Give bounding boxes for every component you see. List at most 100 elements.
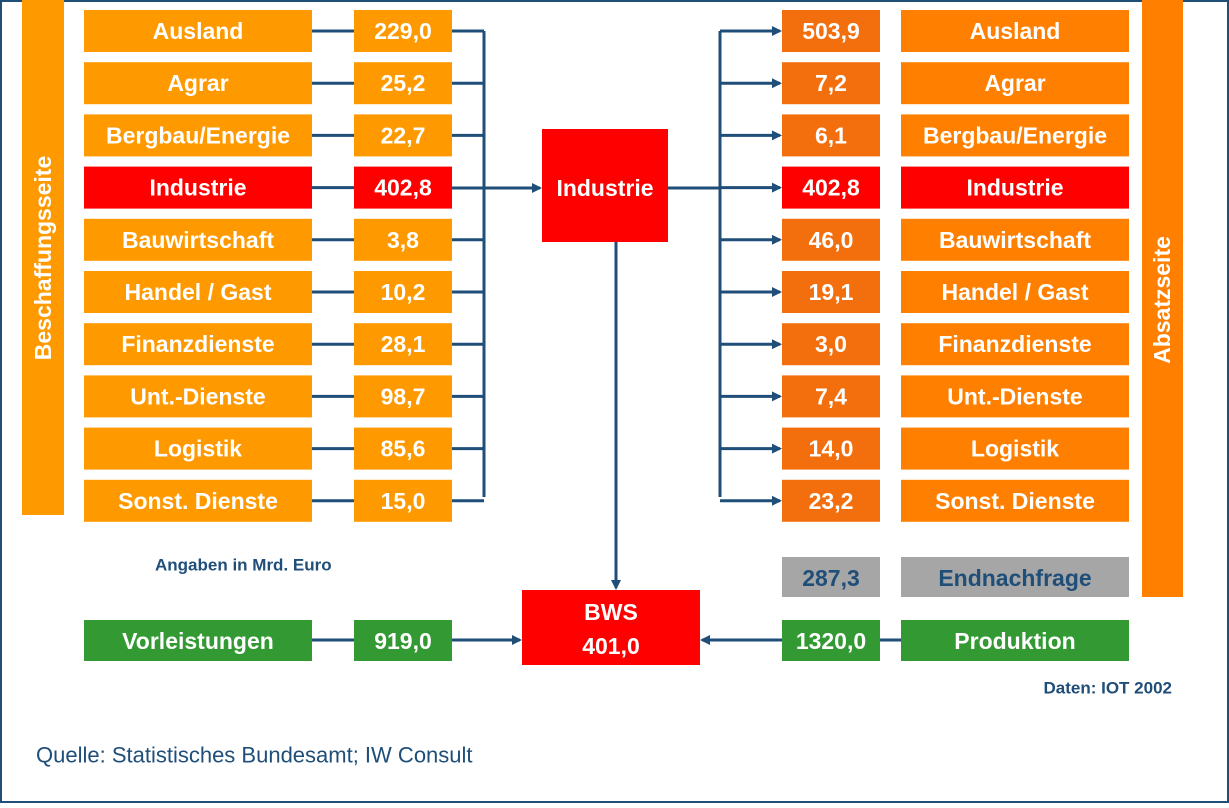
label-box	[901, 323, 1129, 366]
label-box	[84, 271, 312, 313]
value-box	[354, 62, 452, 105]
label: Vorleistungen	[122, 628, 274, 654]
value: 3,8	[387, 227, 419, 253]
label-box	[901, 62, 1129, 105]
value: 402,8	[374, 175, 432, 201]
value: 919,0	[374, 628, 432, 654]
value-box	[782, 114, 880, 157]
side-title: Beschaffungsseite	[30, 156, 56, 361]
value: 46,0	[809, 227, 854, 253]
value: 229,0	[374, 18, 432, 44]
note: Angaben in Mrd. Euro	[155, 556, 332, 575]
value-box	[782, 427, 880, 470]
label: Sonst. Dienste	[935, 488, 1095, 514]
side-bar	[1142, 0, 1183, 597]
label: Bauwirtschaft	[122, 227, 274, 253]
value-box	[354, 375, 452, 418]
label: Finanzdienste	[938, 331, 1091, 357]
value-box	[782, 166, 880, 209]
label: Logistik	[971, 436, 1059, 462]
value: 7,2	[815, 70, 847, 96]
value: 22,7	[381, 122, 426, 148]
value-box	[354, 479, 452, 522]
data-note: Daten: IOT 2002	[1044, 679, 1173, 698]
value-box	[782, 10, 880, 52]
center-box	[542, 129, 668, 242]
center-label: Industrie	[556, 175, 653, 201]
value-box	[782, 218, 880, 261]
value: 23,2	[809, 488, 854, 514]
label-box	[84, 218, 312, 261]
label-box	[901, 479, 1129, 522]
value: 98,7	[381, 383, 426, 409]
source: Quelle: Statistisches Bundesamt; IW Cons…	[36, 743, 473, 768]
label: Unt.-Dienste	[130, 383, 265, 409]
label: Agrar	[167, 70, 228, 96]
label: Agrar	[984, 70, 1045, 96]
value-box	[354, 114, 452, 157]
label-box	[84, 323, 312, 366]
side-title: Absatzseite	[1149, 236, 1175, 364]
label-box	[901, 218, 1129, 261]
label: Logistik	[154, 436, 242, 462]
label-box	[84, 427, 312, 470]
value: 287,3	[802, 565, 860, 591]
value-box	[782, 62, 880, 105]
side-bar	[22, 0, 64, 515]
label: Bergbau/Energie	[923, 122, 1107, 148]
label: Bergbau/Energie	[106, 122, 290, 148]
label: Unt.-Dienste	[947, 383, 1082, 409]
value-box	[782, 323, 880, 366]
value-box	[782, 620, 880, 661]
value: 15,0	[381, 488, 426, 514]
label-box	[901, 375, 1129, 418]
label-box	[84, 620, 312, 661]
label-box	[84, 166, 312, 209]
label-box	[901, 10, 1129, 52]
value-box	[354, 427, 452, 470]
label: Handel / Gast	[125, 279, 272, 305]
value: 10,2	[381, 279, 426, 305]
label-box	[901, 114, 1129, 157]
label-box	[84, 479, 312, 522]
label: Ausland	[970, 18, 1061, 44]
value-box	[782, 557, 880, 597]
value-box	[354, 620, 452, 661]
label: Sonst. Dienste	[118, 488, 278, 514]
value: 503,9	[802, 18, 860, 44]
label: Bauwirtschaft	[939, 227, 1091, 253]
value-box	[354, 271, 452, 313]
bws-box	[522, 590, 700, 665]
value: 85,6	[381, 436, 426, 462]
label-box	[84, 375, 312, 418]
value: 402,8	[802, 175, 860, 201]
label-box	[901, 427, 1129, 470]
value-box	[782, 375, 880, 418]
value: 6,1	[815, 122, 847, 148]
value-box	[782, 271, 880, 313]
label: Finanzdienste	[121, 331, 274, 357]
value: 3,0	[815, 331, 847, 357]
value: 28,1	[381, 331, 426, 357]
label-box	[901, 557, 1129, 597]
label: Endnachfrage	[938, 565, 1091, 591]
label-box	[901, 166, 1129, 209]
label-box	[84, 114, 312, 157]
label: Industrie	[149, 175, 246, 201]
label: Produktion	[954, 628, 1075, 654]
label-box	[84, 10, 312, 52]
value: 25,2	[381, 70, 426, 96]
value: 7,4	[815, 383, 847, 409]
label-box	[901, 620, 1129, 661]
value: 19,1	[809, 279, 854, 305]
value-box	[354, 323, 452, 366]
label: Handel / Gast	[942, 279, 1089, 305]
value-box	[354, 218, 452, 261]
value-box	[354, 10, 452, 52]
bws-label: BWS	[584, 599, 638, 625]
label: Ausland	[153, 18, 244, 44]
value-box	[782, 479, 880, 522]
label: Industrie	[966, 175, 1063, 201]
bws-value: 401,0	[582, 633, 640, 659]
